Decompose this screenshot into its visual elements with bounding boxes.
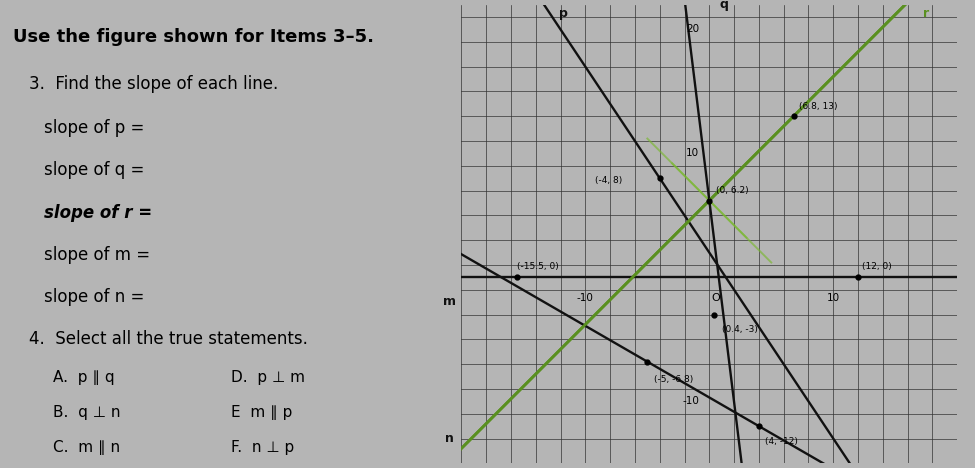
Text: 20: 20 xyxy=(686,24,699,35)
Text: D.  p ⊥ m: D. p ⊥ m xyxy=(231,370,304,385)
Text: E  m ∥ p: E m ∥ p xyxy=(231,405,292,420)
Text: -10: -10 xyxy=(682,396,699,406)
Text: q: q xyxy=(720,0,728,11)
Text: O: O xyxy=(711,293,720,304)
Text: C.  m ∥ n: C. m ∥ n xyxy=(54,440,120,455)
Text: 10: 10 xyxy=(827,293,839,304)
Text: F.  n ⊥ p: F. n ⊥ p xyxy=(231,440,293,455)
Text: r: r xyxy=(923,7,929,20)
Text: slope of p =: slope of p = xyxy=(45,119,144,137)
Text: B.  q ⊥ n: B. q ⊥ n xyxy=(54,405,121,420)
Text: (0.4, -3): (0.4, -3) xyxy=(722,325,758,334)
Text: (0, 6.2): (0, 6.2) xyxy=(716,186,748,195)
Text: p: p xyxy=(559,7,567,20)
Text: m: m xyxy=(443,295,455,308)
Text: (4, -12): (4, -12) xyxy=(765,437,798,446)
Text: (12, 0): (12, 0) xyxy=(862,262,891,271)
Text: (-15.5, 0): (-15.5, 0) xyxy=(517,262,559,271)
Text: (-4, 8): (-4, 8) xyxy=(596,176,623,185)
Text: Use the figure shown for Items 3–5.: Use the figure shown for Items 3–5. xyxy=(14,28,374,46)
Text: 10: 10 xyxy=(686,148,699,159)
Text: slope of r =: slope of r = xyxy=(45,204,152,221)
Text: (6.8, 13): (6.8, 13) xyxy=(799,102,838,111)
Text: slope of m =: slope of m = xyxy=(45,246,150,263)
Text: (-5, -6.8): (-5, -6.8) xyxy=(653,374,693,384)
Text: -10: -10 xyxy=(577,293,594,304)
Text: slope of n =: slope of n = xyxy=(45,288,144,306)
Text: n: n xyxy=(445,431,453,445)
Text: 3.  Find the slope of each line.: 3. Find the slope of each line. xyxy=(29,75,278,93)
Text: A.  p ∥ q: A. p ∥ q xyxy=(54,370,115,385)
Text: 4.  Select all the true statements.: 4. Select all the true statements. xyxy=(29,330,308,348)
Text: slope of q =: slope of q = xyxy=(45,161,144,179)
